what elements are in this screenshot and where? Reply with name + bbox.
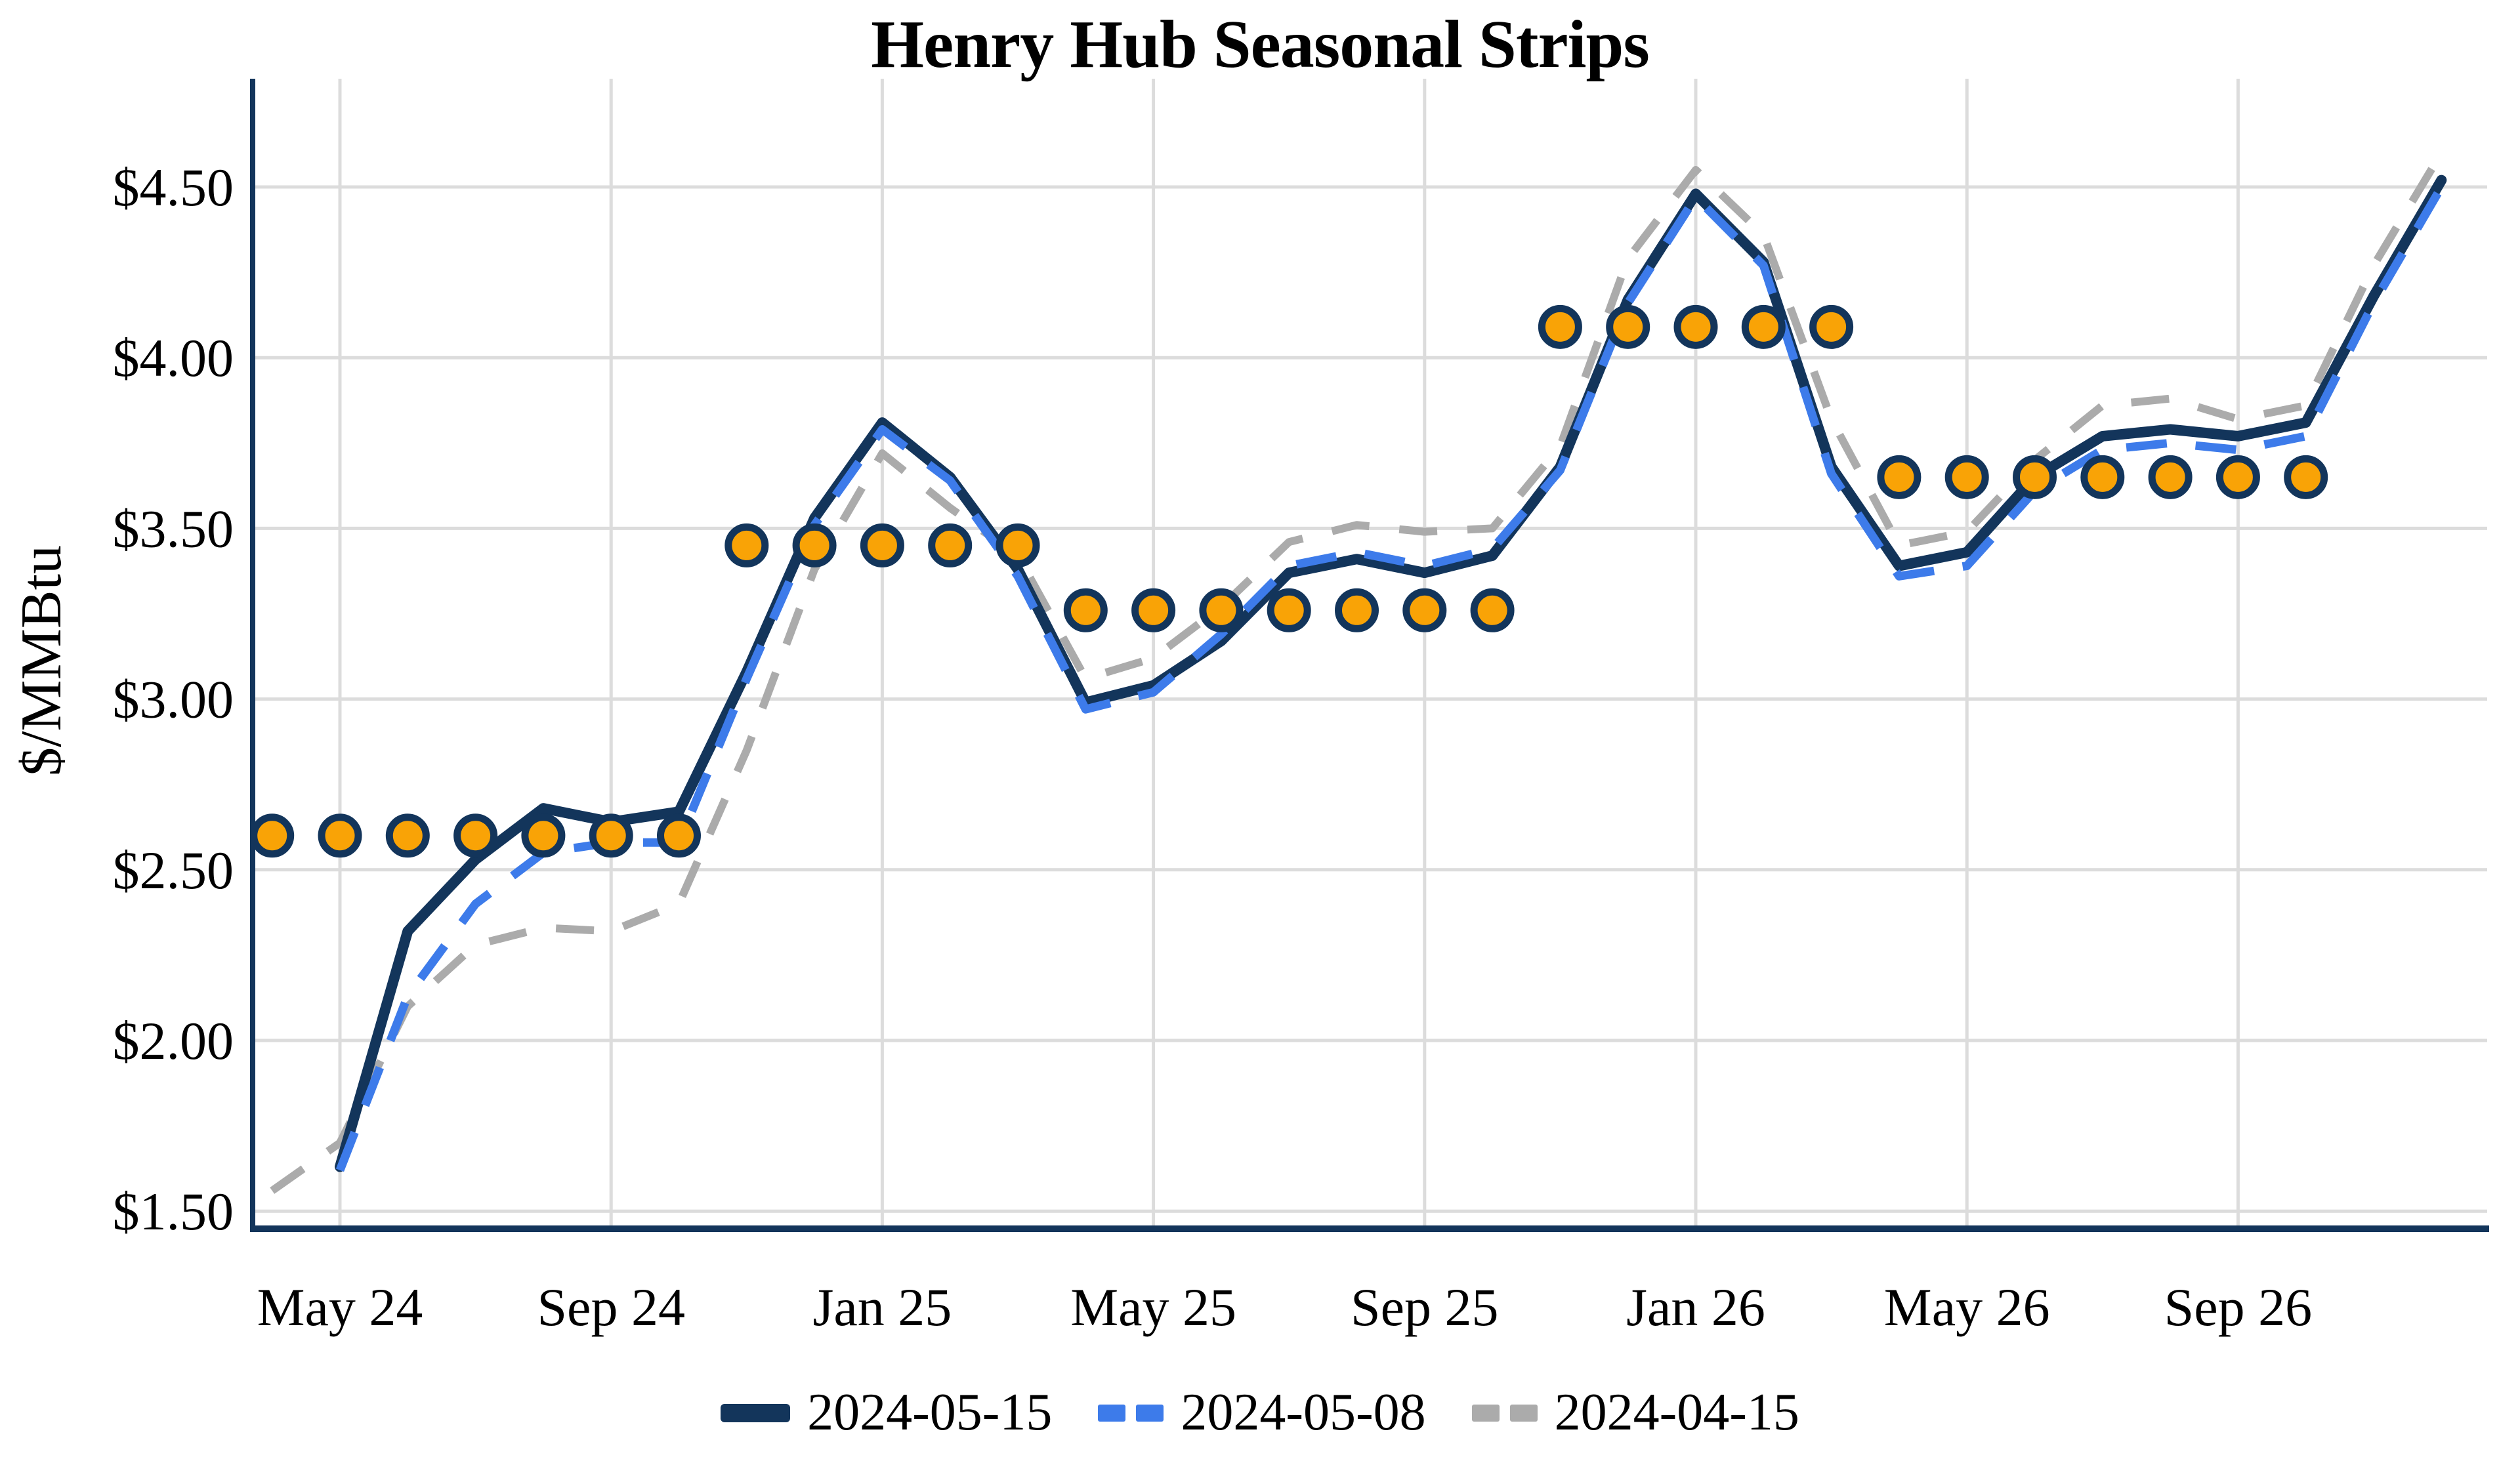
x-tick-label: May 26 <box>1884 1277 2050 1337</box>
strip-dot <box>724 523 769 567</box>
series-line-2024-04-15 <box>270 150 2445 1194</box>
strip-dot <box>657 813 701 858</box>
strip-dot <box>589 813 633 858</box>
strip-dot <box>2080 455 2125 499</box>
y-tick-label: $4.50 <box>113 157 234 217</box>
legend-swatch-solid-navy <box>721 1403 791 1422</box>
strip-dot <box>928 523 973 567</box>
y-tick-label: $2.50 <box>113 840 234 900</box>
y-tick-label: $2.00 <box>113 1011 234 1071</box>
legend: 2024-05-15 2024-05-08 2024-04-15 <box>0 1383 2520 1443</box>
x-tick-label: May 24 <box>257 1277 423 1337</box>
strip-dot <box>1944 455 1989 499</box>
legend-item-2024-05-08: 2024-05-08 <box>1098 1383 1426 1443</box>
y-tick-label: $1.50 <box>113 1182 234 1241</box>
strip-dot <box>1199 588 1244 632</box>
strip-dot <box>1741 304 1786 349</box>
strip-dot <box>1606 304 1650 349</box>
x-tick-label: May 25 <box>1070 1277 1236 1337</box>
strip-dot <box>2284 455 2328 499</box>
strip-dot <box>1470 588 1515 632</box>
chart-title: Henry Hub Seasonal Strips <box>871 7 1650 82</box>
x-tick-label: Sep 26 <box>2164 1277 2313 1337</box>
y-tick-label: $3.00 <box>113 670 234 730</box>
strip-dot <box>1402 588 1447 632</box>
x-tick-label: Jan 26 <box>1626 1277 1765 1337</box>
y-tick-label: $4.00 <box>113 328 234 388</box>
legend-item-2024-05-15: 2024-05-15 <box>721 1383 1052 1443</box>
strip-dot <box>2148 455 2193 499</box>
strip-dot <box>1267 588 1311 632</box>
x-tick-label: Jan 25 <box>812 1277 952 1337</box>
x-tick-label: Sep 24 <box>537 1277 685 1337</box>
strip-dot <box>1063 588 1108 632</box>
strip-dot <box>1538 304 1582 349</box>
strip-dot <box>453 813 498 858</box>
strip-dot <box>318 813 362 858</box>
strip-dot <box>250 813 295 858</box>
y-tick-label: $3.50 <box>113 499 234 558</box>
strip-dot <box>1673 304 1718 349</box>
strip-dot <box>385 813 430 858</box>
series-line-2024-05-08 <box>335 184 2445 1172</box>
strip-dot <box>996 523 1040 567</box>
strip-dot <box>2216 455 2260 499</box>
strip-dot <box>1131 588 1176 632</box>
strip-dot <box>792 523 837 567</box>
legend-swatch-dashed-gray <box>1471 1404 1538 1422</box>
series-line-2024-05-15 <box>335 175 2447 1172</box>
y-axis-line <box>250 79 255 1231</box>
legend-label: 2024-05-15 <box>807 1384 1053 1441</box>
strip-dot <box>2013 455 2057 499</box>
strip-dot <box>1335 588 1379 632</box>
x-tick-label: Sep 25 <box>1351 1277 1499 1337</box>
legend-label: 2024-04-15 <box>1554 1384 1799 1441</box>
legend-swatch-dashed-blue <box>1098 1404 1164 1422</box>
legend-label: 2024-05-08 <box>1181 1384 1426 1441</box>
strip-dot <box>860 523 904 567</box>
legend-item-2024-04-15: 2024-04-15 <box>1471 1383 1799 1443</box>
strip-dot <box>1809 304 1854 349</box>
strip-dot <box>1877 455 1922 499</box>
x-axis-line <box>250 1225 2489 1232</box>
strip-dot <box>521 813 566 858</box>
